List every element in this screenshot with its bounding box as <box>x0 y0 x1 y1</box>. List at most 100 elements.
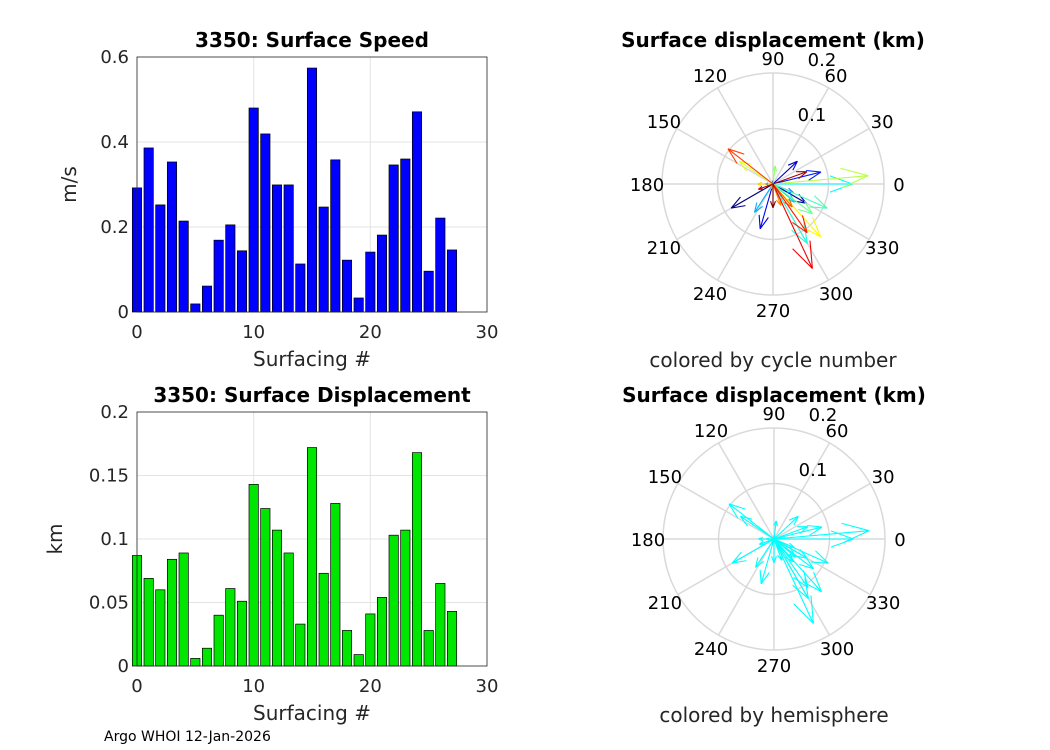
arrow-shaft <box>772 175 869 185</box>
displacement-arrow <box>773 520 779 540</box>
bar <box>178 220 189 313</box>
arrow-head <box>829 175 853 185</box>
angle-tick-label: 90 <box>763 404 786 425</box>
arrow-shaft <box>773 515 799 540</box>
angle-tick-label: 90 <box>762 49 785 70</box>
bar <box>423 270 434 313</box>
bar <box>318 572 329 667</box>
arrow-head <box>772 165 776 171</box>
arrow-head <box>759 217 769 230</box>
arrow-head <box>789 553 794 563</box>
bar-chart-2: 0 10 20 30 0 0.05 0.1 0.15 0.2 3350: Surface Disp… <box>43 383 498 725</box>
arrow-head <box>727 148 738 164</box>
arrow-head <box>841 175 869 189</box>
polar-caption: colored by cycle number <box>649 348 897 372</box>
arrow-head <box>802 581 822 593</box>
polar-caption: colored by hemisphere <box>659 703 888 727</box>
arrow-shaft <box>772 183 807 204</box>
polar-spoke <box>716 183 774 281</box>
arrow-head <box>806 169 821 173</box>
bar <box>155 589 166 667</box>
arrow-head <box>801 215 808 233</box>
arrow-head <box>775 520 779 527</box>
r-tick-label: 0.2 <box>809 405 838 426</box>
bar <box>225 588 236 667</box>
bar <box>155 204 166 313</box>
bar <box>411 111 423 313</box>
angle-tick-label: 150 <box>647 112 681 133</box>
bar <box>446 611 458 667</box>
displacement-arrow <box>772 183 808 245</box>
displacement-arrow <box>728 503 775 540</box>
bar <box>236 250 248 313</box>
bar <box>248 484 259 667</box>
bar <box>306 67 318 313</box>
angle-tick-label: 60 <box>825 66 848 87</box>
arrow-head <box>813 571 823 592</box>
bar <box>178 552 189 667</box>
bar <box>295 623 306 667</box>
displacement-arrow <box>773 515 799 540</box>
bar <box>143 147 154 313</box>
bar <box>283 184 294 313</box>
bar <box>225 224 236 313</box>
y-tick-label: 0.1 <box>100 529 129 550</box>
arrow-head <box>841 522 870 532</box>
arrow-head <box>754 205 764 213</box>
chart-title: 3350: Surface Displacement <box>153 383 471 407</box>
bar <box>166 161 178 313</box>
arrow-head <box>730 196 741 209</box>
arrow-shaft <box>772 165 776 185</box>
arrow-head <box>774 165 778 172</box>
arrow-head <box>789 542 795 549</box>
displacement-arrow <box>773 524 823 540</box>
arrow-shaft <box>772 171 822 185</box>
bar <box>166 558 178 667</box>
arrow-shaft <box>773 538 809 588</box>
angle-tick-label: 120 <box>693 66 727 87</box>
arrow-head <box>788 198 793 208</box>
bar <box>271 184 283 313</box>
arrow-head <box>760 572 770 585</box>
displacement-arrow <box>772 169 822 185</box>
arrow-shaft <box>727 148 774 185</box>
arrow-head <box>758 538 764 542</box>
arrow-head <box>799 563 814 570</box>
polar-title: Surface displacement (km) <box>621 28 925 52</box>
bar <box>248 107 259 313</box>
arrow-shaft <box>773 538 829 564</box>
displacement-arrow <box>758 183 774 190</box>
displacement-arrow <box>773 538 814 570</box>
displacement-arrow <box>757 181 773 187</box>
arrow-head <box>804 555 814 570</box>
angle-tick-label: 180 <box>631 530 665 551</box>
arrow-head <box>757 183 763 187</box>
displacement-arrow <box>755 538 775 568</box>
angle-tick-label: 30 <box>871 112 894 133</box>
arrow-shaft <box>773 520 777 540</box>
arrow-head <box>829 183 853 193</box>
arrow-shaft <box>755 538 775 568</box>
arrow-head <box>754 202 758 213</box>
displacement-arrow <box>731 538 775 564</box>
polar-spoke <box>773 442 831 540</box>
angle-tick-label: 270 <box>757 656 791 677</box>
displacement-arrow <box>772 183 808 234</box>
polar-title: Surface displacement (km) <box>622 383 926 407</box>
arrow-head <box>739 516 748 527</box>
arrow-head <box>731 205 746 209</box>
arrow-head <box>786 198 795 203</box>
displacement-arrow <box>772 165 778 185</box>
arrow-head <box>776 554 783 561</box>
y-tick-label: 0.4 <box>100 132 129 153</box>
angle-tick-label: 300 <box>820 639 854 660</box>
angle-tick-label: 210 <box>647 238 681 259</box>
arrow-head <box>814 195 828 209</box>
angle-tick-label: 240 <box>693 284 727 305</box>
bar <box>201 285 213 313</box>
bar <box>446 249 458 313</box>
arrow-shaft <box>754 183 774 213</box>
arrow-shaft <box>759 538 775 545</box>
bar <box>295 263 306 313</box>
bar <box>388 534 399 667</box>
